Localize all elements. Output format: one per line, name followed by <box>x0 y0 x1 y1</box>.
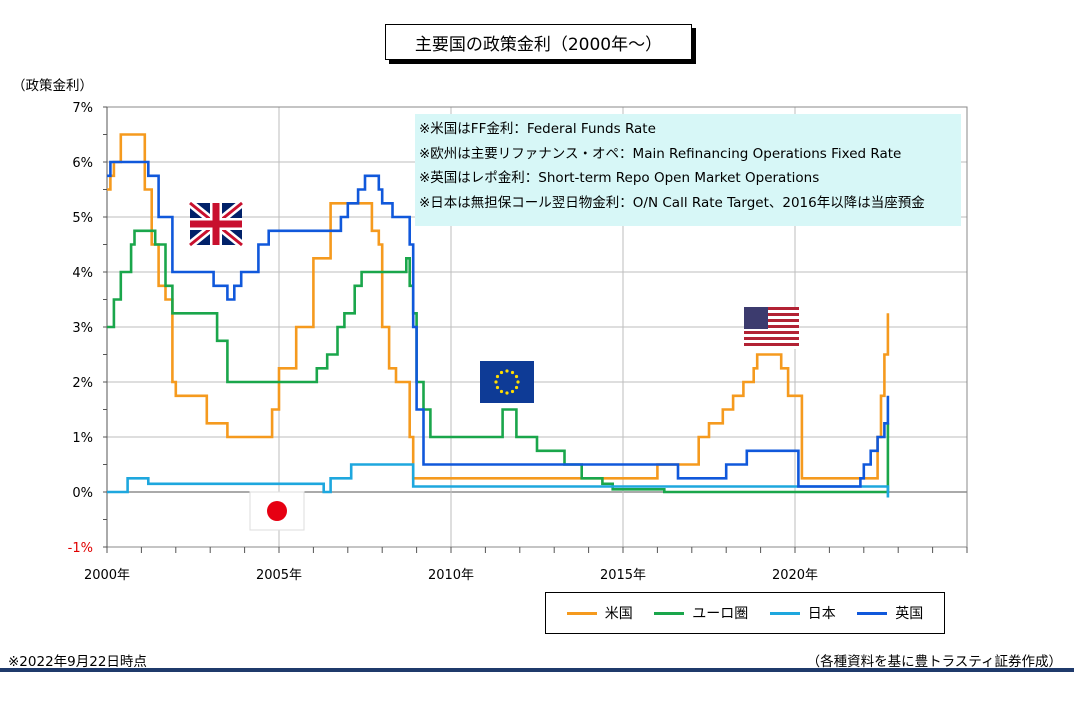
legend-label-jp: 日本 <box>807 606 836 622</box>
legend-item-uk: 英国 <box>857 603 923 623</box>
chart-title: 主要国の政策金利（2000年～） <box>385 24 692 60</box>
eu-flag-icon <box>480 361 534 403</box>
y-tick-label: 4% <box>72 266 93 281</box>
chart-ticks: -1% 0% 1% 2% 3% 4% 5% 6% 7% 2000年 2005年 2010年 2015年 2… <box>68 101 818 583</box>
y-tick-label: 1% <box>72 431 93 446</box>
japan-flag-icon <box>249 491 305 531</box>
chart-series <box>107 133 890 498</box>
note-jp: ※日本は無担保コール翌日物金利：O/N Call Rate Target、201… <box>419 194 925 211</box>
eu-star-icon <box>499 370 504 375</box>
x-tick-label: 2020年 <box>772 568 818 583</box>
series-line-uk <box>107 160 890 488</box>
y-tick-label: 6% <box>72 156 93 171</box>
legend-item-us: 米国 <box>566 603 633 623</box>
y-tick-label: 3% <box>72 321 93 336</box>
notes-box: ※米国はFF金利：Federal Funds Rate ※欧州は主要リファナンス… <box>415 114 961 226</box>
note-us: ※米国はFF金利：Federal Funds Rate <box>419 121 656 137</box>
us-stripe <box>744 325 799 328</box>
legend-swatch-us <box>566 611 597 615</box>
eu-star-icon <box>516 380 520 384</box>
eu-star-icon <box>514 385 519 390</box>
us-stripe <box>744 343 799 346</box>
y-tick-label: 0% <box>72 486 93 501</box>
series-line-us <box>107 133 890 480</box>
x-tick-label: 2010年 <box>428 568 474 583</box>
us-stripe <box>744 331 799 334</box>
bottom-divider <box>0 668 1074 672</box>
us-stripe <box>744 307 799 310</box>
eu-star-icon <box>494 380 498 384</box>
y-tick-label: 7% <box>72 101 93 116</box>
legend-item-eu: ユーロ圏 <box>654 603 748 623</box>
x-tick-label: 2000年 <box>84 568 130 583</box>
eu-star-icon <box>499 389 504 394</box>
eu-star-icon <box>495 385 500 390</box>
legend-swatch-uk <box>857 611 888 615</box>
legend-label-us: 米国 <box>604 606 633 622</box>
us-stripe <box>744 313 799 316</box>
us-flag-icon <box>744 307 799 349</box>
chart-legend: 米国 ユーロ圏 日本 英国 <box>545 592 945 634</box>
us-stripe <box>744 337 799 340</box>
x-tick-label: 2015年 <box>600 568 646 583</box>
legend-label-eu: ユーロ圏 <box>692 606 749 622</box>
note-eu: ※欧州は主要リファナンス・オペ：Main Refinancing Operati… <box>419 145 902 162</box>
source-note: （各種資料を基に豊トラスティ証券作成） <box>806 654 1062 670</box>
y-tick-label: 5% <box>72 211 93 226</box>
series-line-jp <box>107 463 890 498</box>
footnote: ※2022年9月22日時点 <box>8 654 147 670</box>
eu-star-icon <box>510 370 515 375</box>
legend-swatch-eu <box>654 611 685 615</box>
x-tick-label: 2005年 <box>256 568 302 583</box>
y-tick-label: -1% <box>68 541 93 556</box>
uk-flag-icon <box>187 199 245 249</box>
legend-label-uk: 英国 <box>895 606 924 622</box>
eu-star-icon <box>505 369 509 373</box>
legend-item-jp: 日本 <box>769 603 836 623</box>
eu-star-icon <box>495 374 500 379</box>
note-uk: ※英国はレポ金利：Short-term Repo Open Market Ope… <box>419 170 820 186</box>
eu-star-icon <box>514 374 519 379</box>
us-stripe <box>744 319 799 322</box>
eu-star-icon <box>505 391 509 395</box>
eu-star-icon <box>510 389 515 394</box>
legend-swatch-jp <box>769 611 800 615</box>
y-tick-label: 2% <box>72 376 93 391</box>
series-line-eu <box>107 229 890 494</box>
y-axis-label: （政策金利） <box>12 78 93 94</box>
